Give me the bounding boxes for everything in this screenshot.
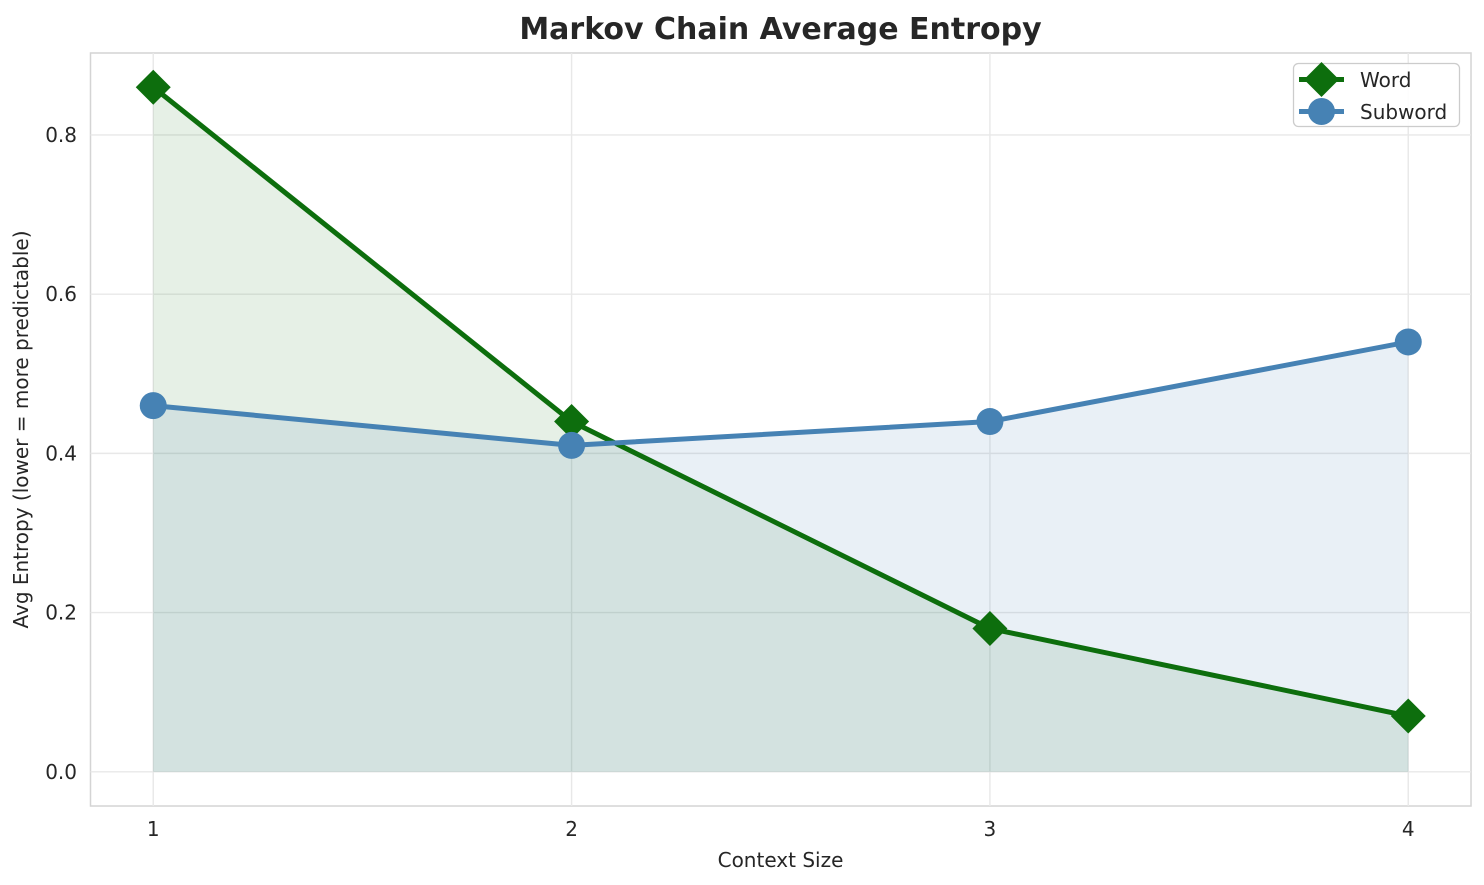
x-tick-label: 3 xyxy=(984,817,997,841)
series-markers xyxy=(135,69,1426,734)
legend: Word Subword xyxy=(1292,62,1461,128)
word-marker-diamond xyxy=(1390,698,1426,734)
y-tick-label: 0.8 xyxy=(45,123,77,147)
x-tick-label: 4 xyxy=(1402,817,1415,841)
chart-title: Markov Chain Average Entropy xyxy=(519,12,1042,47)
y-tick-label: 0.4 xyxy=(45,441,77,465)
subword-line xyxy=(150,339,1411,448)
subword-marker-circle xyxy=(139,392,167,420)
gridlines xyxy=(90,53,1471,806)
word-marker-diamond xyxy=(135,69,171,105)
legend-item-subword: Subword xyxy=(1299,98,1447,125)
word-line xyxy=(150,84,1411,719)
x-axis-label: Context Size xyxy=(718,848,844,872)
word-area-fill xyxy=(153,87,1409,772)
legend-marker-circle xyxy=(1308,98,1335,125)
y-tick-label: 0.6 xyxy=(45,282,77,306)
x-tick-label: 1 xyxy=(147,817,160,841)
word-marker-diamond xyxy=(554,404,590,440)
y-axis-label: Avg Entropy (lower = more predictable) xyxy=(9,230,33,628)
area-fills xyxy=(153,87,1409,772)
word-marker-diamond xyxy=(972,610,1008,646)
y-tick-label: 0.0 xyxy=(45,760,77,784)
y-tick-label: 0.2 xyxy=(45,601,77,625)
legend-label-word: Word xyxy=(1360,68,1411,92)
x-tick-label: 2 xyxy=(565,817,578,841)
subword-marker-circle xyxy=(976,408,1004,436)
legend-item-word: Word xyxy=(1299,62,1411,97)
subword-marker-circle xyxy=(558,431,586,459)
legend-marker-diamond xyxy=(1304,62,1339,97)
series-lines xyxy=(150,84,1411,719)
legend-label-subword: Subword xyxy=(1360,100,1447,124)
subword-area-fill xyxy=(153,341,1409,772)
tick-labels: 0.0 0.2 0.4 0.6 0.8 1 2 3 4 xyxy=(45,123,1414,841)
subword-marker-circle xyxy=(1394,328,1422,356)
